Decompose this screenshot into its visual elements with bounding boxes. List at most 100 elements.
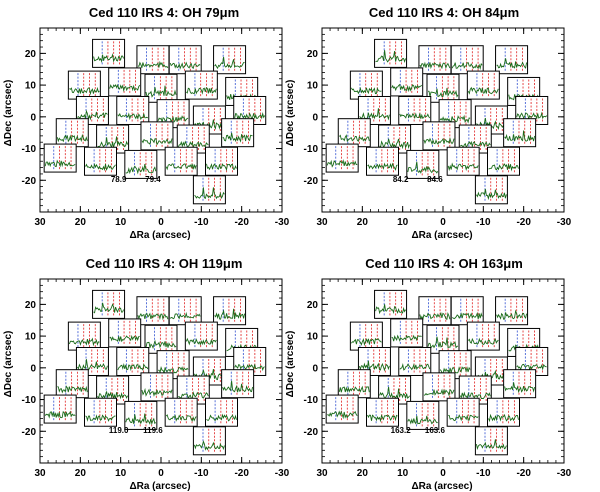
wavelength-annotation: 84.6 <box>427 175 443 184</box>
spectrum-trace <box>375 50 407 64</box>
spectrum-inset <box>116 95 150 125</box>
spectrum-trace <box>214 308 246 320</box>
spectrum-inset <box>422 372 456 402</box>
spectrum-inset <box>144 73 178 103</box>
y-tick-label: 0 <box>30 363 36 374</box>
spectrum-trace <box>69 86 100 96</box>
spectrum-inset <box>192 175 226 205</box>
spectrum-trace <box>407 161 439 174</box>
spectrum-trace <box>141 387 173 397</box>
spectrum-trace <box>44 159 76 168</box>
spectrum-inset <box>503 369 537 399</box>
spectrum-inset <box>422 121 456 151</box>
spectrum-trace <box>399 112 431 120</box>
spectrum-trace <box>419 61 451 70</box>
x-tick-label: 10 <box>115 217 127 228</box>
spectrum-trace <box>157 115 189 124</box>
spectrum-trace <box>57 385 88 394</box>
spectrum-trace <box>391 83 423 93</box>
spectrum-trace <box>234 363 265 372</box>
y-tick-label: 0 <box>312 363 318 374</box>
spectrum-inset <box>398 346 432 376</box>
spectrum-inset <box>124 149 158 179</box>
x-tick-label: -10 <box>194 468 209 479</box>
y-tick-label: 10 <box>307 81 319 92</box>
spectrum-trace <box>117 363 149 372</box>
x-tick-label: 0 <box>158 468 164 479</box>
spectrum-inset <box>390 67 424 97</box>
spectrum-trace <box>109 334 140 343</box>
spectrum-trace <box>427 87 459 98</box>
spectrum-inset <box>374 38 408 68</box>
spectrum-trace <box>488 413 519 423</box>
spectrum-inset <box>43 394 77 424</box>
y-tick-label: -20 <box>22 427 37 438</box>
spectrum-trace <box>125 163 157 175</box>
y-tick-label: -20 <box>22 176 37 187</box>
spectrum-inset <box>192 426 226 456</box>
spectrum-trace <box>504 382 536 394</box>
spectrum-inset <box>184 70 218 100</box>
spectrum-trace <box>158 366 189 375</box>
spectrum-trace <box>97 136 129 149</box>
x-axis-label: ΔRa (arcsec) <box>129 230 190 241</box>
y-tick-label: 20 <box>25 300 37 311</box>
y-tick-label: -10 <box>22 144 37 155</box>
spectrum-inset <box>426 324 460 354</box>
spectrum-inset <box>474 426 508 456</box>
y-tick-label: 20 <box>307 49 319 60</box>
spectrum-inset <box>221 369 255 399</box>
spectrum-trace <box>338 134 370 143</box>
spectrum-inset <box>418 45 452 75</box>
x-tick-label: 20 <box>357 217 369 228</box>
spectrum-trace <box>423 388 455 397</box>
x-tick-label: 10 <box>397 217 409 228</box>
spectrum-trace <box>109 83 141 93</box>
y-tick-label: -10 <box>304 395 319 406</box>
y-tick-label: 20 <box>307 300 319 311</box>
spectrum-trace <box>399 363 431 371</box>
spectrum-inset <box>184 321 218 351</box>
spectrum-inset <box>164 146 198 176</box>
x-tick-label: 0 <box>158 217 164 228</box>
spectrum-inset <box>168 45 202 75</box>
spectrum-trace <box>459 140 491 149</box>
spectrum-trace <box>137 312 169 321</box>
spectrum-trace <box>516 363 547 372</box>
wavelength-annotation: 79.4 <box>145 175 161 184</box>
wavelength-annotation: 119.0 <box>109 426 129 435</box>
spectrum-inset <box>487 397 520 427</box>
spectrum-inset <box>503 118 537 148</box>
spectrum-trace <box>358 360 390 372</box>
spectrum-inset <box>67 70 101 100</box>
spectrum-inset <box>446 397 480 427</box>
spectrum-inset <box>140 121 174 151</box>
spectrum-inset <box>55 369 89 399</box>
spectrum-trace <box>169 61 201 70</box>
x-tick-label: -30 <box>275 468 290 479</box>
spectrum-trace <box>467 86 499 95</box>
spectrum-inset <box>92 289 126 319</box>
spectrum-trace <box>117 112 149 121</box>
spectrum-inset <box>124 400 158 430</box>
spectrum-inset <box>144 324 178 354</box>
spectrum-trace <box>504 130 536 142</box>
y-tick-label: -10 <box>22 395 37 406</box>
spectrum-trace <box>375 304 406 315</box>
wavelength-annotation: 78.9 <box>111 175 127 184</box>
y-tick-label: 10 <box>25 332 37 343</box>
spectrum-trace <box>459 391 491 400</box>
x-tick-label: 20 <box>75 468 87 479</box>
spectrum-inset <box>366 146 399 176</box>
spectrum-inset <box>495 296 529 326</box>
x-axis-label: ΔRa (arcsec) <box>411 230 472 241</box>
spectrum-trace <box>326 159 358 168</box>
spectrum-inset <box>349 321 383 351</box>
spectrum-inset <box>116 346 150 376</box>
spectrum-trace <box>447 162 479 172</box>
x-tick-label: 10 <box>397 468 409 479</box>
spectrum-trace <box>452 311 483 320</box>
y-axis-label: ΔDec (arcsec) <box>285 80 296 147</box>
spectrum-trace <box>451 62 483 71</box>
